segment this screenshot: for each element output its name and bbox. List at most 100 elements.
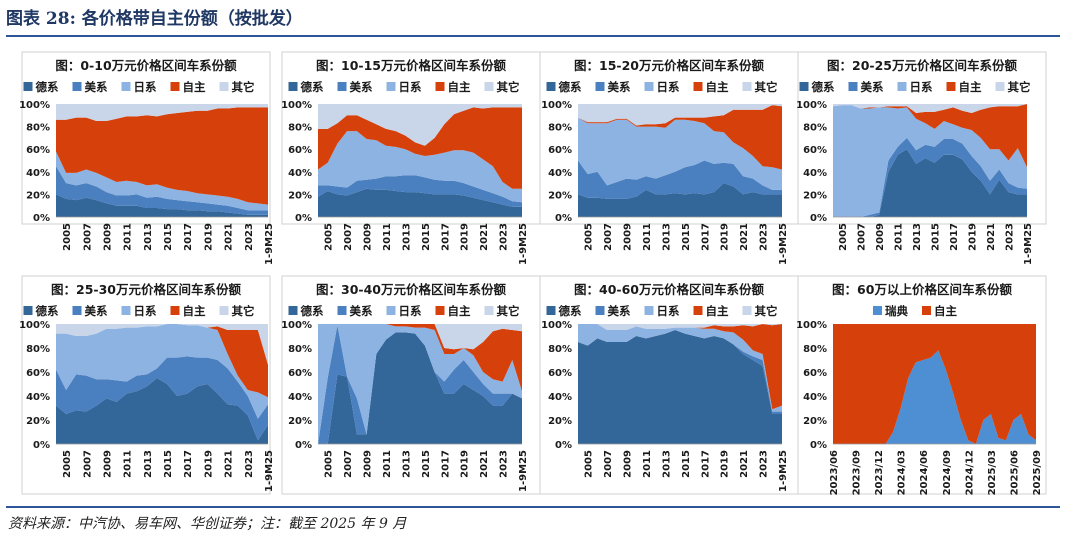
- x-tick-label-2005: 2005: [324, 223, 335, 251]
- x-tick-label-2011: 2011: [642, 223, 653, 251]
- y-tick-label-3: 60%: [548, 368, 572, 379]
- y-tick-label-3: 60%: [803, 145, 827, 156]
- chart-title: 图：15-20万元价格区间车系份额: [574, 58, 764, 73]
- y-tick-label-2: 40%: [803, 392, 827, 403]
- x-tick-label-2009: 2009: [623, 450, 634, 478]
- legend-swatch-3: [170, 306, 180, 315]
- legend-label-2: 日系: [657, 80, 680, 94]
- x-tick-label-2007: 2007: [82, 223, 93, 251]
- x-tick-label-2019: 2019: [203, 223, 214, 251]
- legend-label-0: 德系: [300, 80, 324, 94]
- area-series-0: [833, 350, 1036, 444]
- x-tick-label-2013: 2013: [661, 450, 672, 478]
- area-series-1: [56, 356, 268, 441]
- legend-swatch-4: [995, 82, 1005, 91]
- legend-swatch-4: [742, 306, 752, 315]
- legend-swatch-1: [922, 306, 931, 315]
- x-tick-label-2013: 2013: [401, 450, 412, 478]
- x-tick-label-1-9M25: 1-9M25: [778, 223, 789, 265]
- legend-swatch-3: [693, 82, 703, 91]
- x-tick-label-1-9M25: 1-9M25: [778, 450, 789, 492]
- y-tick-label-5: 100%: [281, 100, 312, 111]
- x-tick-label-2005: 2005: [584, 450, 595, 478]
- legend-label-2: 日系: [134, 80, 157, 94]
- x-tick-label-2005: 2005: [584, 223, 595, 251]
- area-series-3: [56, 324, 268, 398]
- x-tick-label-2007: 2007: [857, 223, 868, 251]
- legend-swatch-4: [219, 306, 229, 315]
- y-tick-label-0: 0%: [33, 213, 50, 224]
- y-tick-label-2: 40%: [803, 168, 827, 179]
- x-tick-label-2015: 2015: [421, 223, 432, 251]
- legend-swatch-0: [546, 82, 556, 91]
- legend-label-1: 自主: [934, 304, 957, 318]
- area-series-1: [833, 137, 1027, 217]
- x-tick-label-2009: 2009: [363, 450, 374, 478]
- x-tick-label-2021: 2021: [224, 223, 235, 251]
- y-tick-label-1: 20%: [548, 190, 572, 201]
- x-tick-label-2013: 2013: [912, 223, 923, 251]
- area-series-4: [833, 104, 1027, 113]
- y-tick-label-4: 80%: [26, 123, 50, 134]
- y-tick-label-2: 40%: [548, 168, 572, 179]
- legend-swatch-1: [595, 82, 605, 91]
- y-tick-label-4: 80%: [548, 344, 572, 355]
- x-tick-label-2007: 2007: [343, 450, 354, 478]
- y-tick-label-1: 20%: [803, 190, 827, 201]
- x-tick-label-2017: 2017: [949, 223, 960, 251]
- x-tick-label-2025-09: 2025/09: [1032, 450, 1043, 495]
- legend-swatch-0: [546, 306, 556, 315]
- y-tick-label-0: 0%: [810, 213, 827, 224]
- y-tick-label-0: 0%: [295, 440, 312, 451]
- area-series-2: [833, 105, 1027, 217]
- y-tick-label-2: 40%: [288, 168, 312, 179]
- x-tick-label-2017: 2017: [183, 450, 194, 478]
- legend-swatch-1: [337, 82, 347, 91]
- legend-label-2: 日系: [657, 304, 680, 318]
- x-tick-label-2011: 2011: [123, 450, 134, 478]
- x-tick-label-2024-06: 2024/06: [919, 450, 930, 495]
- x-tick-label-2023: 2023: [759, 223, 770, 251]
- legend-swatch-3: [435, 82, 445, 91]
- y-tick-label-5: 100%: [541, 100, 572, 111]
- area-series-4: [56, 104, 268, 121]
- y-tick-label-2: 40%: [26, 392, 50, 403]
- x-tick-label-2021: 2021: [479, 223, 490, 251]
- legend-label-4: 其它: [755, 80, 778, 94]
- x-tick-label-2023: 2023: [499, 450, 510, 478]
- legend-label-3: 自主: [706, 304, 729, 318]
- x-tick-label-2015: 2015: [681, 223, 692, 251]
- legend-swatch-2: [644, 82, 654, 91]
- x-tick-label-2023-09: 2023/09: [852, 450, 863, 495]
- legend-swatch-0: [288, 82, 298, 91]
- x-tick-label-2011: 2011: [123, 223, 134, 251]
- x-tick-label-2005: 2005: [324, 450, 335, 478]
- legend-label-0: 德系: [811, 80, 835, 94]
- legend-swatch-0: [23, 82, 33, 91]
- x-tick-label-2013: 2013: [401, 223, 412, 251]
- y-tick-label-1: 20%: [288, 190, 312, 201]
- x-tick-label-2015: 2015: [681, 450, 692, 478]
- area-series-2: [56, 151, 268, 211]
- area-series-1: [318, 175, 522, 207]
- legend-label-2: 日系: [910, 80, 933, 94]
- area-series-0: [578, 183, 782, 217]
- legend-label-3: 自主: [448, 80, 471, 94]
- area-series-1: [56, 166, 268, 215]
- legend-swatch-1: [337, 306, 347, 315]
- area-series-3: [56, 107, 268, 205]
- x-tick-label-2015: 2015: [163, 223, 174, 251]
- legend-swatch-3: [435, 306, 445, 315]
- chart-title: 图：0-10万元价格区间车系份额: [55, 58, 237, 73]
- y-tick-label-4: 80%: [288, 344, 312, 355]
- legend-label-4: 其它: [232, 304, 255, 318]
- area-series-3: [318, 107, 522, 189]
- area-series-0: [56, 378, 268, 444]
- legend-label-1: 美系: [861, 80, 884, 94]
- legend-label-0: 德系: [300, 304, 324, 318]
- legend-label-3: 自主: [959, 80, 982, 94]
- legend-swatch-0: [799, 82, 809, 91]
